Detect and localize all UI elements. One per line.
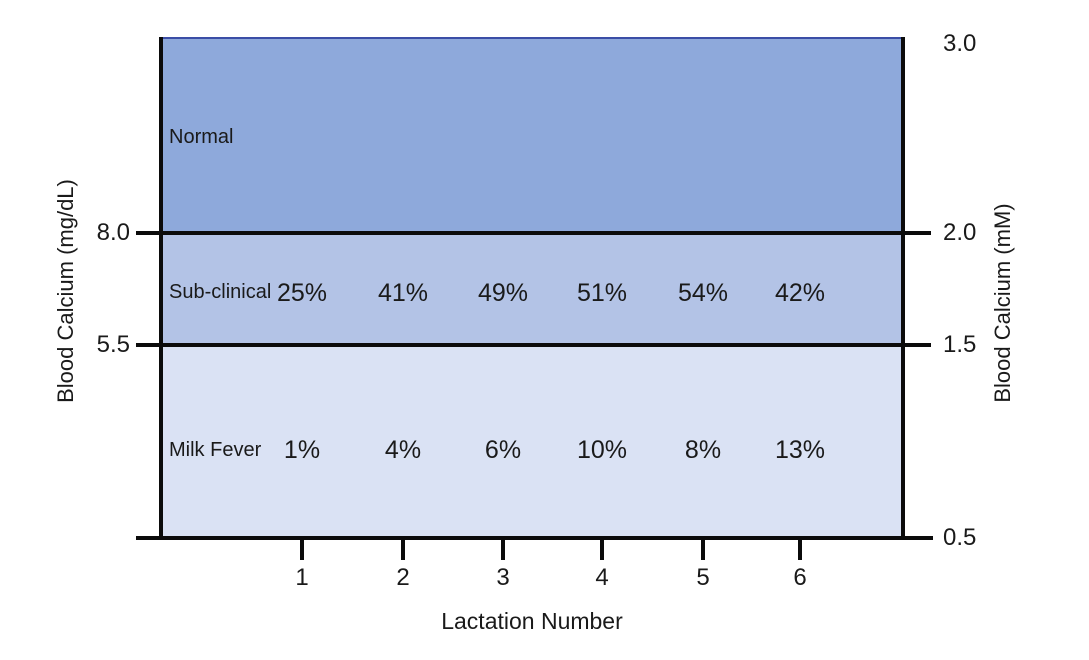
milkfever-pct-lactation-5: 8% [684, 436, 722, 464]
x-tick-6 [798, 540, 802, 560]
subclinical-pct-lactation-1: 25% [276, 279, 328, 307]
left-axis-title: Blood Calcium (mg/dL) [53, 179, 78, 403]
subclinical-pct-lactation-4: 51% [576, 279, 628, 307]
left-axis-line [159, 37, 163, 540]
milkfever-pct-lactation-4: 10% [576, 436, 628, 464]
zone-label-milkfever: Milk Fever [169, 439, 262, 461]
zone-subclinical-band [161, 233, 903, 345]
milkfever-pct-lactation-1: 1% [283, 436, 321, 464]
zone-normal-band [161, 39, 903, 233]
zone-label-normal: Normal [169, 126, 234, 148]
x-tick-label-1: 1 [295, 564, 309, 591]
x-tick-2 [401, 540, 405, 560]
left-tick-label-8-0: 8.0 [96, 219, 130, 246]
right-axis-line [901, 37, 905, 540]
subclinical-pct-lactation-5: 54% [677, 279, 729, 307]
milkfever-pct-lactation-3: 6% [484, 436, 522, 464]
right-tick-label-3-0: 3.0 [943, 30, 977, 57]
right-tick-label-2-0: 2.0 [943, 219, 977, 246]
x-tick-label-4: 4 [595, 564, 609, 591]
zone-label-subclinical: Sub-clinical [169, 281, 272, 303]
x-tick-5 [701, 540, 705, 560]
x-tick-label-2: 2 [396, 564, 410, 591]
x-tick-1 [300, 540, 304, 560]
subclinical-pct-lactation-6: 42% [774, 279, 826, 307]
x-tick-label-5: 5 [696, 564, 710, 591]
milkfever-pct-lactation-2: 4% [384, 436, 422, 464]
boundary-line-8mg [136, 231, 931, 235]
right-axis-title: Blood Calcium (mM) [990, 203, 1015, 403]
plot-top-border [161, 37, 903, 39]
x-tick-4 [600, 540, 604, 560]
x-axis-line [136, 536, 933, 540]
x-tick-3 [501, 540, 505, 560]
zone-milkfever-band [161, 345, 903, 536]
right-tick-label-0-5: 0.5 [943, 524, 977, 551]
x-axis-title: Lactation Number [441, 608, 623, 634]
x-tick-label-6: 6 [793, 564, 807, 591]
milkfever-pct-lactation-6: 13% [774, 436, 826, 464]
left-tick-label-5-5: 5.5 [96, 331, 130, 358]
plot-area [161, 37, 903, 536]
subclinical-pct-lactation-3: 49% [477, 279, 529, 307]
boundary-line-5-5mg [136, 343, 931, 347]
right-tick-label-1-5: 1.5 [943, 331, 977, 358]
subclinical-pct-lactation-2: 41% [377, 279, 429, 307]
x-tick-label-3: 3 [496, 564, 510, 591]
